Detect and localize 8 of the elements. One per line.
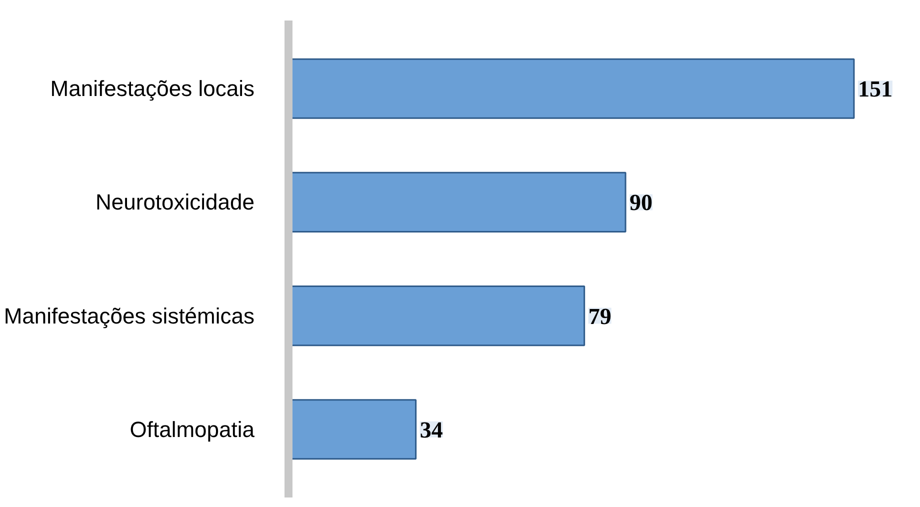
y-tick-label: Manifestações locais — [50, 76, 255, 102]
y-tick-label: Oftalmopatia — [130, 416, 256, 442]
y-tick-label: Neurotoxicidade — [96, 190, 254, 215]
data-label: 90 — [630, 190, 653, 216]
data-label: 34 — [420, 417, 444, 442]
data-label: 151 — [858, 76, 892, 102]
data-label: 79 — [588, 304, 612, 329]
y-tick-label: Manifestações sistémicas — [4, 303, 255, 328]
